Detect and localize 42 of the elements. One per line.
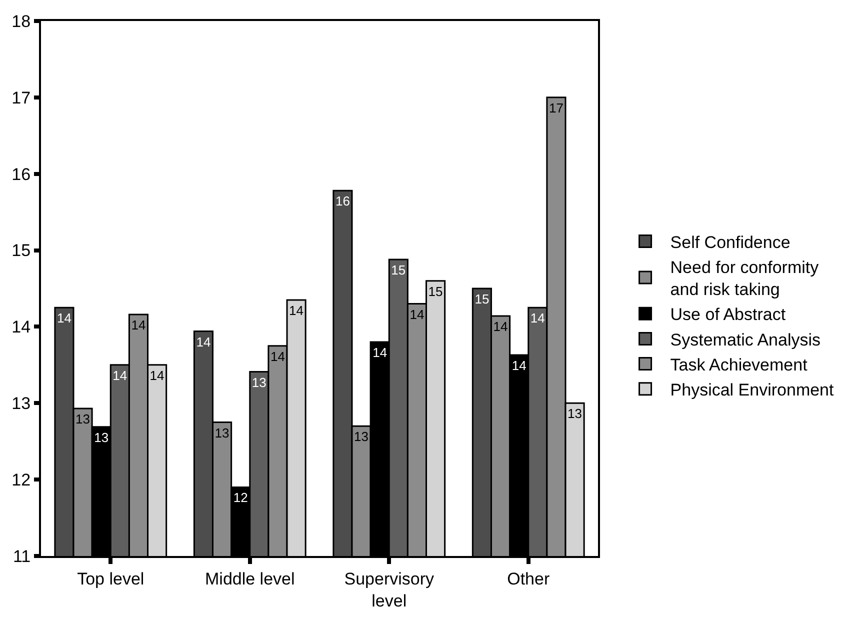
y-tick-label: 12 bbox=[12, 470, 31, 490]
data-label: 15 bbox=[474, 292, 490, 306]
data-label: 14 bbox=[112, 368, 128, 383]
y-tick-label: 11 bbox=[12, 546, 31, 566]
y-tick-label: 17 bbox=[12, 88, 31, 108]
data-label: 13 bbox=[568, 406, 582, 422]
data-label: 14 bbox=[410, 306, 424, 322]
y-tick-label: 16 bbox=[12, 164, 31, 184]
legend-label: Task Achievement bbox=[670, 355, 808, 374]
legend-label: Physical Environment bbox=[670, 380, 834, 400]
data-label: 14 bbox=[131, 317, 146, 332]
legend-label: Use of Abstract bbox=[670, 305, 786, 324]
y-tick-label: 18 bbox=[12, 12, 31, 31]
x-tick-label: Supervisory level bbox=[344, 569, 435, 610]
data-label: 13 bbox=[76, 411, 90, 426]
data-label: 16 bbox=[335, 194, 350, 209]
y-tick-label: 13 bbox=[12, 394, 31, 414]
data-label: 12 bbox=[233, 490, 248, 506]
data-label: 13 bbox=[354, 429, 369, 444]
x-tick-label: Middle level bbox=[204, 569, 295, 588]
x-tick-label: Other bbox=[507, 569, 550, 588]
data-label: 13 bbox=[252, 374, 266, 390]
data-label: 14 bbox=[289, 302, 304, 318]
x-tick-label: Top level bbox=[77, 569, 144, 588]
data-label: 14 bbox=[512, 358, 526, 373]
legend-label: Systematic Analysis bbox=[670, 330, 821, 350]
y-tick-label: 14 bbox=[12, 318, 31, 337]
data-label: 14 bbox=[150, 368, 164, 383]
legend-label: Need for conformity and risk taking bbox=[670, 258, 820, 300]
y-tick-label: 15 bbox=[12, 241, 31, 260]
data-label: 14 bbox=[530, 310, 545, 326]
legend-label: Self Confidence bbox=[670, 232, 790, 252]
data-label: 14 bbox=[493, 319, 508, 334]
data-label: 13 bbox=[94, 430, 109, 445]
data-label: 14 bbox=[270, 348, 285, 364]
data-label: 14 bbox=[196, 334, 211, 350]
data-label: 14 bbox=[372, 345, 388, 360]
data-label: 14 bbox=[56, 310, 72, 326]
data-label: 15 bbox=[428, 284, 443, 299]
data-label: 15 bbox=[391, 262, 406, 278]
data-label: 13 bbox=[214, 425, 230, 440]
data-label: 17 bbox=[548, 100, 564, 116]
